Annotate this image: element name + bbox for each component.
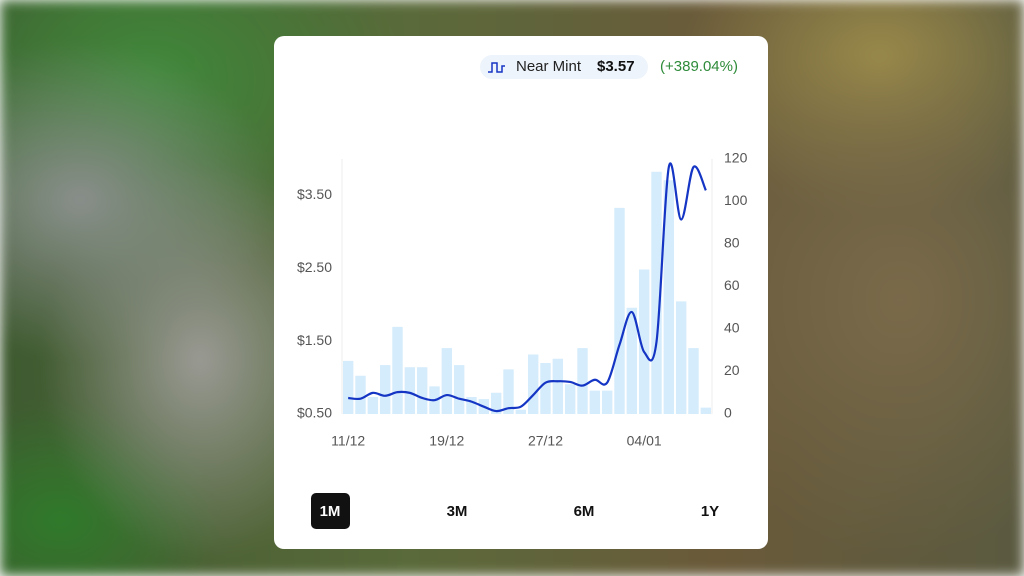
x-tick-label: 11/12 (331, 433, 365, 449)
volume-bar (601, 390, 613, 414)
volume-bar (577, 348, 588, 414)
volume-bar (688, 348, 699, 414)
range-button[interactable]: 1Y (701, 503, 719, 520)
y-tick-label: $1.50 (297, 332, 332, 348)
x-tick-label: 04/01 (627, 433, 662, 449)
volume-bar (503, 369, 514, 414)
volume-bar (527, 354, 539, 414)
volume-bar (651, 171, 662, 414)
y2-tick-label: 100 (724, 192, 748, 208)
volume-bar (638, 269, 650, 414)
y2-tick-label: 0 (724, 405, 732, 421)
y2-tick-label: 20 (724, 362, 740, 378)
range-button-bg[interactable] (311, 493, 350, 529)
y2-tick-label: 40 (724, 320, 740, 336)
x-tick-label: 19/12 (429, 433, 464, 449)
price-change: (+389.04%) (660, 58, 738, 75)
volume-bar (342, 360, 354, 414)
volume-bar (490, 392, 502, 414)
legend-icon (488, 62, 505, 73)
volume-bar (441, 348, 453, 414)
volume-bar (466, 397, 477, 414)
volume-bar (564, 384, 576, 414)
y-tick-label: $2.50 (297, 259, 332, 275)
volume-bar (614, 207, 625, 414)
volume-bar (392, 326, 403, 414)
y-tick-label: $0.50 (297, 405, 332, 421)
volume-bar (416, 367, 428, 414)
volume-bar (589, 390, 601, 414)
volume-bar (355, 375, 366, 414)
range-button[interactable]: 6M (574, 503, 595, 520)
volume-bar (540, 363, 551, 414)
legend-label: Near Mint (516, 58, 582, 75)
y2-tick-label: 60 (724, 277, 740, 293)
volume-bar (453, 365, 465, 414)
price-line (348, 162, 707, 413)
x-tick-label: 27/12 (528, 433, 563, 449)
volume-bar (404, 367, 416, 414)
volume-bar (700, 407, 712, 414)
price: $3.57 (597, 58, 635, 75)
legend-pill (480, 55, 648, 79)
y2-tick-label: 80 (724, 235, 740, 251)
price-card (274, 36, 768, 549)
y2-tick-label: 120 (724, 150, 748, 166)
volume-bar (367, 397, 379, 414)
volume-bar (379, 365, 391, 414)
range-button[interactable]: 3M (447, 503, 468, 520)
volume-bar (515, 409, 527, 414)
range-button[interactable]: 1M (320, 503, 341, 520)
volume-bar (663, 180, 675, 414)
volume-bar (552, 358, 564, 414)
y-tick-label: $3.50 (297, 186, 332, 202)
volume-bar (675, 301, 687, 414)
volume-bar (626, 307, 638, 414)
